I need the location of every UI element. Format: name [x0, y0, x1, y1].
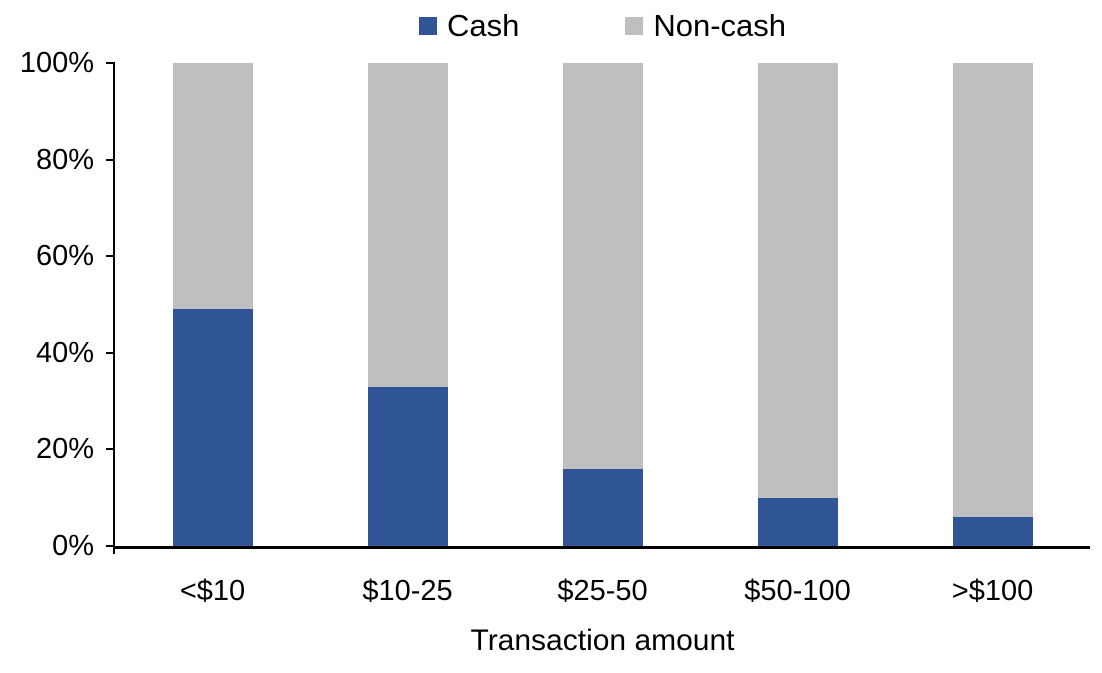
y-axis-tick-label: 80%: [35, 143, 94, 176]
y-axis-tick-mark: [106, 62, 115, 64]
cash-segment: [562, 468, 643, 546]
cash-segment: [172, 309, 253, 546]
y-axis-tick-mark: [106, 158, 115, 161]
cash-segment: [952, 517, 1033, 546]
y-axis-tick-mark: [106, 545, 115, 547]
stacked-bar: [757, 63, 838, 546]
cash-legend-swatch-icon: [418, 17, 437, 35]
x-axis-category-label: $50-100: [744, 575, 851, 607]
non-cash-segment: [757, 63, 838, 498]
non-cash-segment: [952, 63, 1033, 518]
x-axis-category-label: $10-25: [362, 575, 453, 607]
non-cash-legend-swatch-icon: [625, 17, 644, 35]
stacked-bar: [172, 63, 253, 546]
plot-area: [115, 63, 1090, 546]
x-axis-line: [113, 546, 1090, 549]
y-axis-tick-mark: [106, 255, 115, 258]
stacked-bar: [562, 63, 643, 546]
y-axis-tick-label: 0%: [52, 530, 94, 562]
y-axis-line: [113, 63, 115, 554]
x-axis-category-label: $25-50: [557, 575, 648, 607]
y-axis-tick-mark: [106, 448, 115, 451]
x-axis-title: Transaction amount: [470, 624, 735, 657]
non-cash-segment: [172, 63, 253, 310]
cash-segment: [757, 497, 838, 546]
x-axis-category-label: <$10: [179, 575, 246, 607]
y-axis-tick-mark: [106, 351, 115, 354]
x-axis-category-label: >$100: [951, 575, 1034, 607]
stacked-bar: [952, 63, 1033, 546]
y-axis-tick-label: 100%: [19, 47, 94, 79]
non-cash-segment: [562, 63, 643, 469]
legend-item-cash: Cash: [418, 8, 520, 44]
cash-segment: [367, 386, 448, 546]
cash-legend-label: Cash: [446, 8, 520, 43]
y-axis-tick-label: 40%: [35, 336, 94, 369]
non-cash-legend-label: Non-cash: [653, 8, 787, 43]
legend-item-non-cash: Non-cash: [625, 8, 786, 44]
stacked-bar: [367, 63, 448, 546]
non-cash-segment: [367, 63, 448, 387]
y-axis-tick-label: 60%: [35, 240, 94, 273]
legend: Cash Non-cash: [115, 8, 1090, 44]
y-axis-tick-label: 20%: [35, 433, 94, 466]
